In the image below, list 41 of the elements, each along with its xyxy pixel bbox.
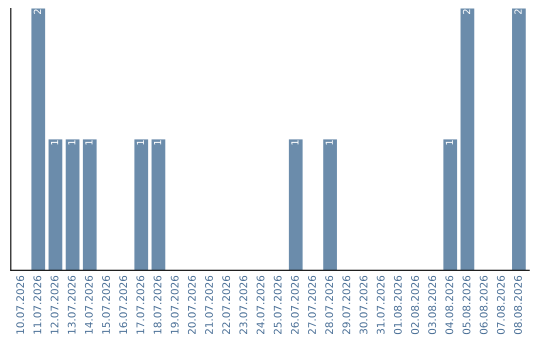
data-label: 1 [68, 140, 76, 145]
x-tick-label: 06.08.2026 [480, 276, 488, 334]
x-tick-label: 12.07.2026 [50, 276, 58, 334]
x-tick-label: 02.08.2026 [411, 276, 419, 334]
data-label: 1 [51, 140, 58, 145]
x-tick-label: 07.08.2026 [496, 276, 505, 334]
data-label: 1 [326, 140, 333, 145]
x-tick-label: 29.07.2026 [342, 276, 350, 334]
x-tick-label: 03.08.2026 [428, 276, 436, 334]
x-tick-label: 25.07.2026 [274, 276, 282, 334]
x-tick-label: 26.07.2026 [290, 276, 299, 334]
x-tick-label: 04.08.2026 [445, 276, 454, 334]
x-tick-label: 20.07.2026 [188, 276, 196, 334]
x-tick-label: 13.07.2026 [68, 276, 76, 334]
data-label: 2 [462, 9, 470, 14]
x-tick-label: 16.07.2026 [119, 276, 128, 334]
x-tick-label: 19.07.2026 [170, 276, 179, 334]
x-tick-label: 28.07.2026 [325, 276, 334, 334]
x-tick-label: 10.07.2026 [16, 276, 24, 334]
data-label: 1 [85, 140, 92, 145]
x-tick-label: 27.07.2026 [308, 276, 316, 334]
x-tick-label: 24.07.2026 [256, 276, 264, 334]
data-label: 2 [514, 9, 522, 14]
x-tick-label: 31.07.2026 [376, 276, 385, 334]
data-label: 1 [291, 140, 298, 145]
x-tick-label: 17.07.2026 [136, 276, 144, 334]
x-tick-label: 11.07.2026 [33, 276, 42, 334]
data-label: 2 [34, 9, 41, 14]
x-tick-label: 08.08.2026 [514, 276, 522, 334]
x-tick-label: 22.07.2026 [222, 276, 230, 334]
x-tick-label: 01.08.2026 [394, 276, 402, 334]
x-tick-label: 30.07.2026 [360, 276, 368, 334]
x-tick-label: 14.07.2026 [84, 276, 93, 334]
x-tick-label: 18.07.2026 [154, 276, 162, 334]
x-tick-label: 23.07.2026 [239, 276, 248, 334]
data-label: 1 [154, 140, 162, 145]
x-tick-label: 15.07.2026 [102, 276, 110, 334]
data-label: 1 [446, 140, 453, 145]
x-tick-label: 05.08.2026 [462, 276, 470, 334]
data-label: 1 [136, 140, 144, 145]
x-tick-label: 21.07.2026 [205, 276, 213, 334]
